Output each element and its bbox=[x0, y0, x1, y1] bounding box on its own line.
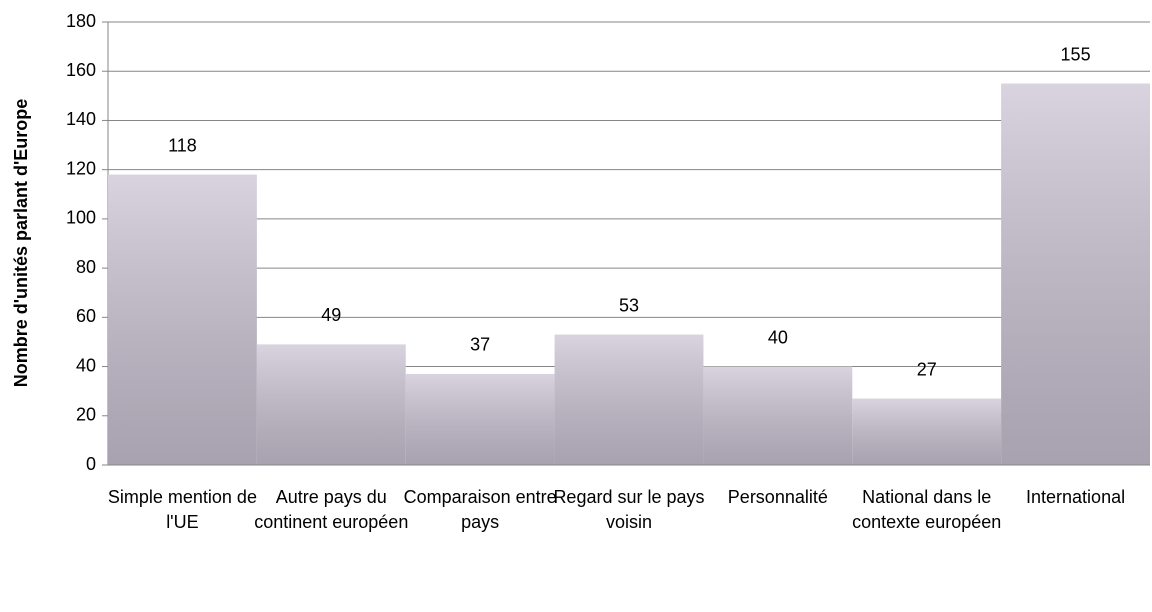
value-label: 49 bbox=[321, 305, 341, 325]
y-tick-label: 160 bbox=[66, 60, 96, 80]
x-tick-label: Autre pays du continent européen bbox=[254, 487, 409, 532]
y-tick-label: 140 bbox=[66, 109, 96, 129]
value-label: 118 bbox=[168, 135, 197, 155]
x-tick-label: International bbox=[1026, 487, 1126, 507]
value-label: 155 bbox=[1061, 44, 1091, 64]
x-tick-label: Regard sur le pays voisin bbox=[553, 487, 705, 532]
x-tick-label: Simple mention de l'UE bbox=[107, 487, 257, 532]
y-tick-label: 80 bbox=[76, 257, 96, 277]
x-tick-label: Comparaison entre pays bbox=[403, 487, 557, 532]
value-label: 37 bbox=[470, 335, 490, 355]
value-label: 40 bbox=[768, 327, 788, 347]
value-label: 53 bbox=[619, 295, 639, 315]
bar-shade bbox=[405, 373, 555, 465]
x-tick-label: National dans le contexte européen bbox=[852, 487, 1002, 532]
y-tick-label: 100 bbox=[66, 208, 96, 228]
bar-shade bbox=[852, 398, 1002, 465]
y-tick-label: 40 bbox=[76, 355, 96, 375]
bar-shade bbox=[1001, 83, 1150, 466]
bar-shade bbox=[554, 334, 704, 465]
y-tick-label: 120 bbox=[66, 158, 96, 178]
bar-shade bbox=[256, 344, 406, 465]
y-tick-label: 180 bbox=[66, 11, 96, 31]
y-tick-label: 60 bbox=[76, 306, 96, 326]
value-label: 27 bbox=[917, 359, 937, 379]
y-axis-label: Nombre d'unités parlant d'Europe bbox=[11, 99, 31, 388]
y-tick-label: 20 bbox=[76, 405, 96, 425]
bar-shade bbox=[108, 174, 257, 466]
x-tick-label: Personnalité bbox=[727, 487, 828, 507]
bar-shade bbox=[703, 366, 853, 465]
y-tick-label: 0 bbox=[86, 454, 96, 474]
